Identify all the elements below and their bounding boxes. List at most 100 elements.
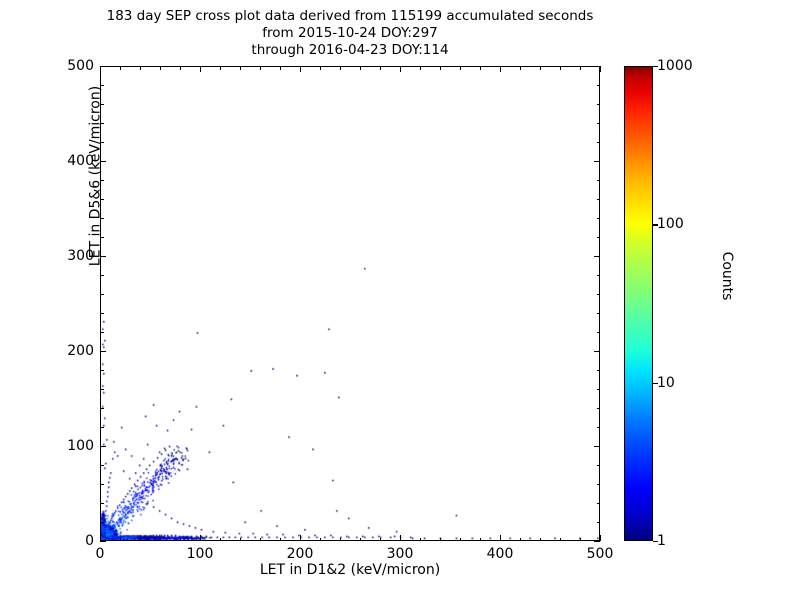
- y-tick-minor: [100, 389, 104, 390]
- colorbar-tick: [653, 541, 658, 543]
- x-tick-label: 200: [286, 546, 314, 562]
- x-tick-minor: [340, 537, 341, 541]
- x-tick-minor: [160, 537, 161, 541]
- y-tick-minor: [100, 85, 104, 86]
- x-tick-major-top: [100, 66, 102, 72]
- y-tick-minor: [100, 484, 104, 485]
- x-tick-minor-top: [480, 66, 481, 70]
- x-tick-minor-top: [160, 66, 161, 70]
- x-tick-major: [100, 535, 102, 541]
- y-tick-minor-right: [596, 465, 600, 466]
- y-tick-minor: [100, 522, 104, 523]
- y-tick-minor: [100, 275, 104, 276]
- colorbar-tick-label: 1000: [657, 58, 693, 74]
- x-tick-minor: [220, 537, 221, 541]
- y-tick-minor-right: [596, 142, 600, 143]
- y-tick-major: [100, 161, 106, 163]
- y-tick-minor-right: [596, 332, 600, 333]
- y-tick-minor-right: [596, 104, 600, 105]
- colorbar-tick-label: 10: [657, 374, 675, 391]
- scatter-data-layer: [101, 67, 599, 540]
- y-tick-major-right: [594, 446, 600, 448]
- y-tick-minor-right: [596, 85, 600, 86]
- x-tick-major-top: [300, 66, 302, 72]
- x-tick-minor: [120, 537, 121, 541]
- x-tick-major-top: [500, 66, 502, 72]
- y-tick-minor-right: [596, 503, 600, 504]
- colorbar-gradient: [624, 66, 653, 541]
- y-tick-minor: [100, 237, 104, 238]
- y-tick-minor-right: [596, 484, 600, 485]
- x-tick-major-top: [600, 66, 602, 72]
- title-line-3: through 2016-04-23 DOY:114: [251, 42, 449, 58]
- x-tick-minor: [360, 537, 361, 541]
- x-tick-major: [500, 535, 502, 541]
- x-tick-minor-top: [260, 66, 261, 70]
- y-tick-minor: [100, 294, 104, 295]
- y-tick-minor-right: [596, 199, 600, 200]
- y-tick-major-right: [594, 256, 600, 258]
- x-tick-minor: [520, 537, 521, 541]
- y-tick-label: 300: [67, 248, 94, 264]
- x-tick-minor-top: [180, 66, 181, 70]
- y-tick-minor-right: [596, 218, 600, 219]
- x-tick-minor: [420, 537, 421, 541]
- y-tick-minor: [100, 465, 104, 466]
- x-tick-minor-top: [420, 66, 421, 70]
- x-tick-minor-top: [460, 66, 461, 70]
- y-tick-major: [100, 541, 106, 543]
- y-tick-major: [100, 256, 106, 258]
- x-tick-minor-top: [220, 66, 221, 70]
- x-tick-minor-top: [560, 66, 561, 70]
- x-tick-minor: [540, 537, 541, 541]
- y-tick-minor: [100, 408, 104, 409]
- y-tick-minor: [100, 142, 104, 143]
- y-tick-minor: [100, 503, 104, 504]
- colorbar-tick-label: 100: [657, 216, 684, 233]
- y-tick-minor-right: [596, 427, 600, 428]
- y-tick-minor: [100, 332, 104, 333]
- x-tick-minor-top: [440, 66, 441, 70]
- y-tick-minor-right: [596, 123, 600, 124]
- x-tick-label: 500: [586, 546, 614, 562]
- y-tick-major: [100, 446, 106, 448]
- title-line-2: from 2015-10-24 DOY:297: [262, 25, 438, 41]
- x-tick-minor: [380, 537, 381, 541]
- x-tick-minor-top: [320, 66, 321, 70]
- x-tick-minor: [560, 537, 561, 541]
- y-tick-minor-right: [596, 389, 600, 390]
- plot-title: 183 day SEP cross plot data derived from…: [0, 8, 700, 59]
- x-tick-minor: [180, 537, 181, 541]
- x-tick-minor: [580, 537, 581, 541]
- y-tick-minor: [100, 199, 104, 200]
- colorbar-tick: [653, 382, 658, 384]
- y-tick-major: [100, 351, 106, 353]
- x-tick-minor: [240, 537, 241, 541]
- y-tick-label: 500: [67, 58, 94, 74]
- x-tick-minor: [320, 537, 321, 541]
- x-tick-major: [400, 535, 402, 541]
- y-tick-minor-right: [596, 370, 600, 371]
- x-tick-minor-top: [520, 66, 521, 70]
- y-tick-major-right: [594, 351, 600, 353]
- y-tick-major: [100, 66, 106, 68]
- y-tick-minor: [100, 370, 104, 371]
- y-tick-label: 0: [85, 533, 94, 549]
- y-tick-minor: [100, 123, 104, 124]
- colorbar: [624, 66, 653, 541]
- y-tick-major-right: [594, 161, 600, 163]
- y-tick-minor: [100, 427, 104, 428]
- y-tick-minor-right: [596, 237, 600, 238]
- x-tick-label: 300: [386, 546, 414, 562]
- x-axis-label: LET in D1&2 (keV/micron): [259, 562, 441, 578]
- y-tick-minor-right: [596, 294, 600, 295]
- x-tick-label: 100: [186, 546, 214, 562]
- y-axis-label: LET in D5&6 (keV/micron): [87, 85, 104, 267]
- y-tick-label: 400: [67, 153, 94, 169]
- x-tick-label: 400: [486, 546, 514, 562]
- y-tick-minor-right: [596, 522, 600, 523]
- x-tick-minor-top: [380, 66, 381, 70]
- x-tick-major-top: [400, 66, 402, 72]
- x-tick-minor-top: [240, 66, 241, 70]
